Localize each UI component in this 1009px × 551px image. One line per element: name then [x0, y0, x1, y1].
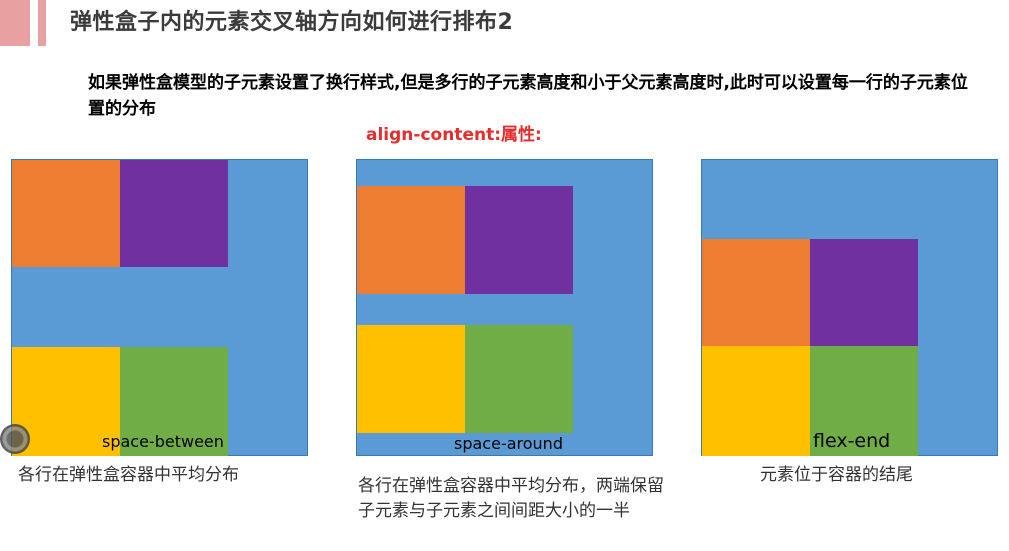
- property-label: align-content:属性:: [366, 125, 542, 145]
- slide-description: 如果弹性盒模型的子元素设置了换行样式,但是多行的子元素高度和小于父元素高度时,此…: [88, 73, 968, 119]
- flex-item-purple: [465, 186, 573, 294]
- slide-title: 弹性盒子内的元素交叉轴方向如何进行排布2: [70, 10, 514, 35]
- flex-container-space-between: space-between: [11, 159, 308, 456]
- flex-item-green: [465, 325, 573, 433]
- cursor-icon: [0, 424, 30, 454]
- flex-container-flex-end: flex-end: [701, 159, 998, 456]
- demo-caption: 各行在弹性盒容器中平均分布，两端保留子元素与子元素之间间距大小的一半: [358, 476, 664, 521]
- flex-container-space-around: space-around: [356, 159, 653, 456]
- flex-item-yellow: [12, 347, 120, 456]
- flex-item-green: [810, 346, 918, 456]
- flex-item-purple: [810, 239, 918, 346]
- align-value-label: space-between: [102, 432, 224, 451]
- flex-item-orange: [702, 239, 810, 346]
- flex-item-orange: [12, 160, 120, 267]
- title-accent-bar: [0, 0, 30, 46]
- flex-item-yellow: [702, 346, 810, 456]
- flex-item-yellow: [357, 325, 465, 433]
- demo-caption: 各行在弹性盒容器中平均分布: [18, 465, 239, 485]
- flex-item-green: [120, 347, 228, 456]
- flex-item-purple: [120, 160, 228, 267]
- flex-item-orange: [357, 186, 465, 294]
- demo-caption: 元素位于容器的结尾: [760, 465, 913, 485]
- title-accent-bar-thin: [38, 0, 46, 46]
- align-value-label: flex-end: [813, 430, 891, 452]
- align-value-label: space-around: [454, 434, 563, 453]
